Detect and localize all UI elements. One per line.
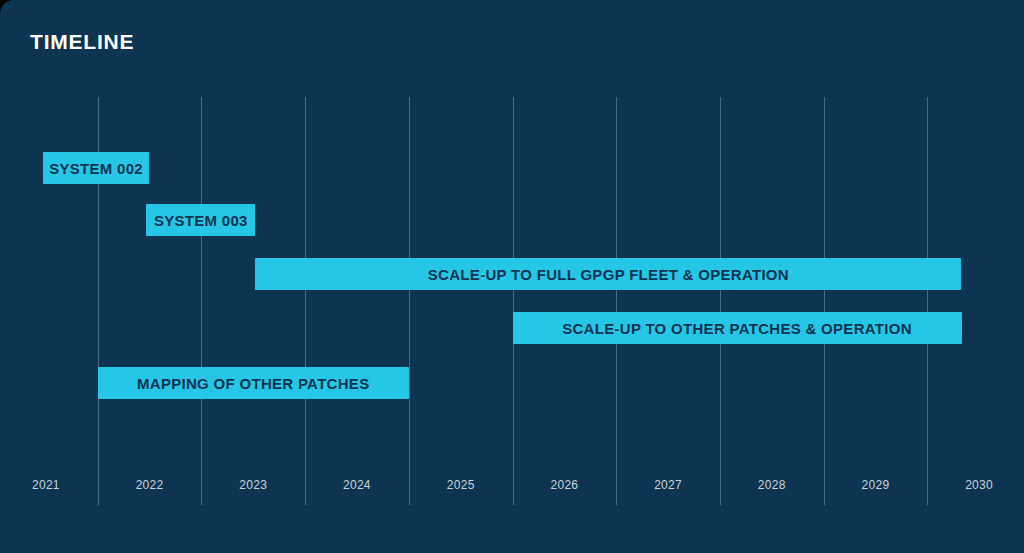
year-label-2022: 2022 <box>136 478 164 492</box>
timeline-bar-label: SCALE-UP TO FULL GPGP FLEET & OPERATION <box>428 266 789 283</box>
timeline-bar-label: SCALE-UP TO OTHER PATCHES & OPERATION <box>562 320 912 337</box>
year-label-2023: 2023 <box>239 478 267 492</box>
timeline-bar: SCALE-UP TO FULL GPGP FLEET & OPERATION <box>255 258 961 290</box>
timeline-bar: SCALE-UP TO OTHER PATCHES & OPERATION <box>513 312 962 344</box>
year-gridline-2026 <box>513 97 514 505</box>
year-label-2030: 2030 <box>965 478 993 492</box>
year-label-2024: 2024 <box>343 478 371 492</box>
timeline-bar: MAPPING OF OTHER PATCHES <box>98 367 409 399</box>
timeline-bar: SYSTEM 003 <box>146 204 255 236</box>
year-gridline-2030 <box>927 97 928 505</box>
year-gridline-2023 <box>201 97 202 505</box>
year-gridline-2028 <box>720 97 721 505</box>
year-label-2028: 2028 <box>758 478 786 492</box>
timeline-bar-label: SYSTEM 003 <box>154 212 248 229</box>
timeline-bar: SYSTEM 002 <box>43 152 150 184</box>
year-gridline-2029 <box>824 97 825 505</box>
year-label-2027: 2027 <box>654 478 682 492</box>
year-gridline-2025 <box>409 97 410 505</box>
timeline-bar-label: SYSTEM 002 <box>49 160 143 177</box>
year-label-2025: 2025 <box>447 478 475 492</box>
year-gridline-2027 <box>616 97 617 505</box>
year-label-2026: 2026 <box>550 478 578 492</box>
timeline-slide: TIMELINE SYSTEM 002SYSTEM 003SCALE-UP TO… <box>0 0 1024 553</box>
year-gridline-2024 <box>305 97 306 505</box>
timeline-gantt-chart: SYSTEM 002 SYSTEM 003 SCALE-UP TO FULL GPG… <box>0 0 1024 553</box>
timeline-bar-label: MAPPING OF OTHER PATCHES <box>137 375 370 392</box>
year-label-2021: 2021 <box>32 478 60 492</box>
year-label-2029: 2029 <box>862 478 890 492</box>
